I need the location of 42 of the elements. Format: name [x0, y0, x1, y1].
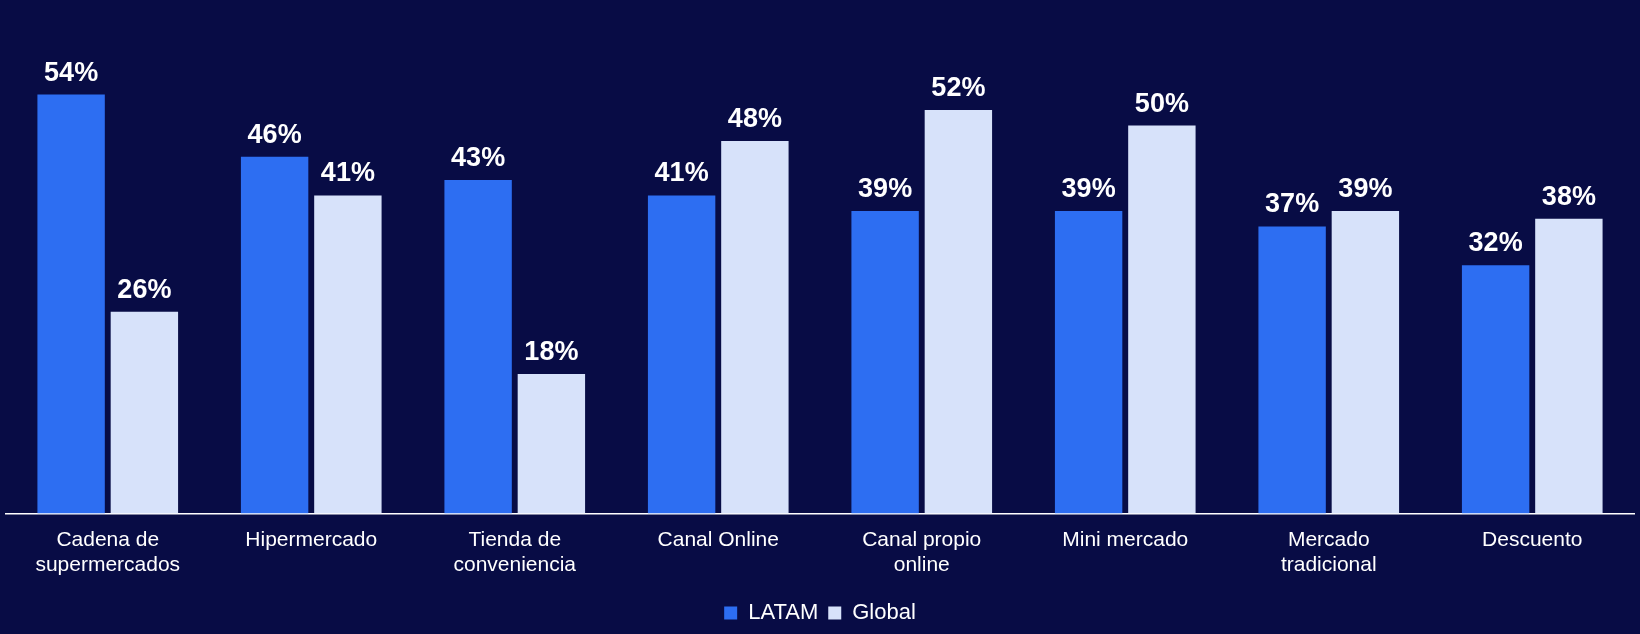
data-label: 52% — [931, 72, 986, 103]
bar — [314, 195, 382, 514]
x-tick-label: Cadena de supermercados — [35, 527, 181, 576]
data-label: 38% — [1541, 180, 1596, 211]
data-label: 32% — [1468, 227, 1523, 258]
x-tick-label: Hipermercado — [245, 527, 378, 550]
data-label: 39% — [1338, 172, 1393, 203]
bar — [37, 94, 105, 514]
x-tick-label: Mercado tradicional — [1280, 527, 1377, 576]
x-tick-label: Descuento — [1482, 527, 1583, 550]
x-tick-label: Canal propio online — [862, 527, 982, 576]
legend-label: Global — [852, 599, 916, 625]
bar — [1258, 226, 1326, 514]
bar — [240, 156, 309, 514]
bar — [721, 141, 789, 514]
data-label: 41% — [320, 157, 375, 188]
data-label: 43% — [451, 141, 506, 172]
data-label: 26% — [117, 273, 172, 304]
data-label: 50% — [1134, 87, 1189, 118]
data-label: 39% — [1061, 172, 1116, 203]
data-label: 54% — [44, 56, 99, 87]
data-label: 48% — [727, 103, 782, 134]
bar — [110, 311, 179, 514]
bar — [517, 373, 586, 514]
bar — [924, 110, 993, 514]
data-label: 37% — [1265, 188, 1320, 219]
bar — [851, 210, 919, 514]
bar — [1535, 218, 1603, 514]
bar — [444, 179, 512, 514]
data-label: 46% — [247, 118, 302, 149]
x-tick-label: Mini mercado — [1062, 527, 1189, 550]
bar — [647, 195, 716, 514]
data-label: 18% — [524, 335, 579, 366]
bar — [1128, 125, 1196, 514]
legend-label: LATAM — [748, 599, 819, 625]
bar — [1461, 265, 1530, 514]
x-tick-label: Canal Online — [657, 527, 779, 550]
bar — [1331, 210, 1400, 514]
x-tick-label: Tienda de conveniencia — [453, 527, 577, 576]
data-label: 41% — [654, 157, 709, 188]
data-label: 39% — [858, 172, 913, 203]
bar — [1054, 210, 1123, 514]
